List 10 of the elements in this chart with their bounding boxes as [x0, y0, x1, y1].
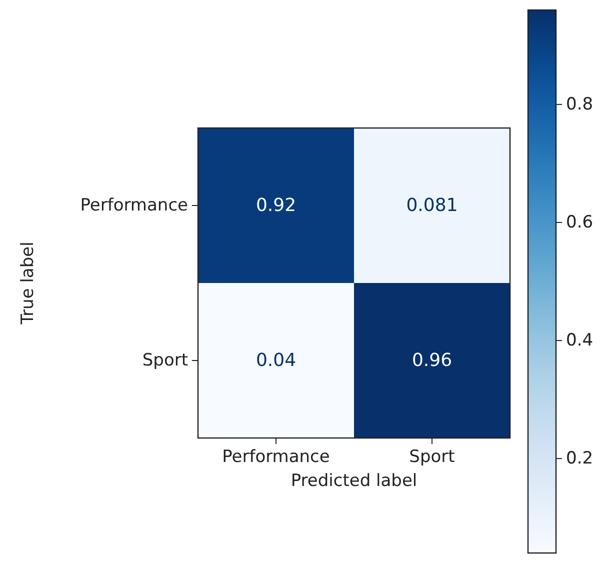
- data-label: 0.96: [412, 350, 452, 371]
- color-bar-label: 0.8: [566, 94, 594, 114]
- data-label: 0.081: [406, 195, 458, 216]
- color-bar-label: 0.6: [566, 212, 594, 232]
- color-bar-label: 0.4: [566, 330, 594, 351]
- color-bar-label: 0.2: [566, 448, 594, 469]
- data-label: 0.92: [256, 195, 296, 216]
- y-axis-title: True label: [18, 242, 38, 326]
- x-axis-title: Predicted label: [290, 471, 418, 491]
- data-label: 0.04: [256, 350, 296, 371]
